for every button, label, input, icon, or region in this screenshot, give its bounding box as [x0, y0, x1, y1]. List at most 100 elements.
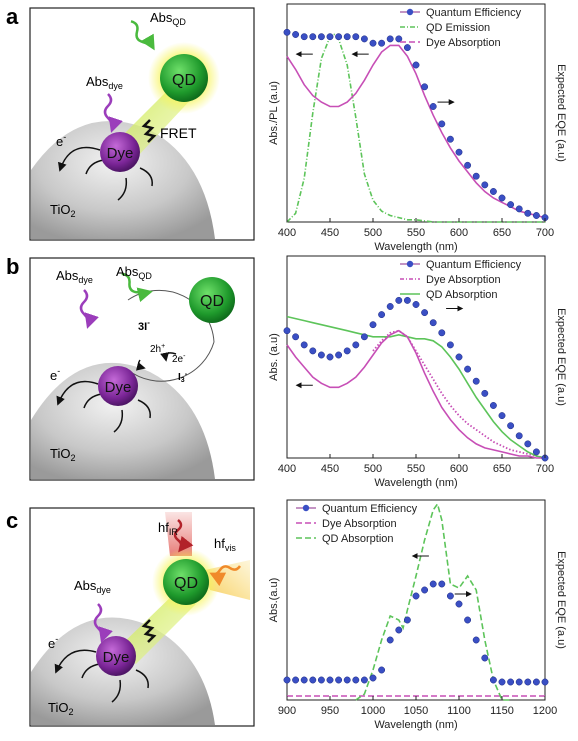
qe-point	[421, 309, 429, 317]
x-tick-label: 550	[407, 463, 425, 475]
qe-point	[378, 666, 386, 674]
qe-point	[403, 296, 411, 304]
qe-point	[395, 296, 403, 304]
qe-point	[541, 678, 549, 686]
qe-point	[309, 676, 317, 684]
tio2-label-c: TiO2	[48, 700, 73, 717]
qe-point	[429, 580, 437, 588]
dye-sphere-a	[100, 132, 140, 172]
hf-vis-label-c: hfvis	[214, 536, 236, 553]
qe-point	[343, 347, 351, 355]
x-axis-label: Wavelength (nm)	[374, 241, 457, 253]
legend-label: Dye Absorption	[426, 37, 501, 49]
qe-point	[369, 674, 377, 682]
x-tick-label: 700	[536, 227, 554, 239]
dye-leg-a1	[85, 159, 105, 175]
qe-point	[507, 678, 515, 686]
electron-arrow-c	[54, 649, 97, 674]
dye-label-a: Dye	[107, 145, 134, 162]
legend-swatch-dot	[406, 260, 414, 268]
x-tick-label: 600	[450, 227, 468, 239]
dye-leg-b2	[113, 409, 124, 433]
qe-point	[309, 347, 317, 355]
legend-swatch-dot	[302, 504, 310, 512]
qe-point	[446, 592, 454, 600]
triiodide-label-b: 3I-	[138, 318, 150, 333]
qe-point	[498, 194, 506, 202]
y-axis-label: Abs./PL (a.u)	[268, 81, 280, 145]
qe-point	[283, 327, 291, 335]
qe-point	[283, 676, 291, 684]
qe-point	[300, 676, 308, 684]
series-line-2	[355, 502, 511, 701]
x-tick-label: 600	[450, 463, 468, 475]
series-line-2	[286, 315, 546, 459]
x-tick-label: 900	[278, 705, 296, 717]
qe-point	[335, 33, 343, 41]
qe-point	[464, 616, 472, 624]
qe-point	[515, 432, 523, 440]
qe-point	[481, 654, 489, 662]
x-axis-label: Wavelength (nm)	[374, 477, 457, 489]
diagram-a: QD AbsQD Absdye Dye e- FRET TiO2	[31, 10, 220, 239]
qe-point	[507, 422, 515, 430]
redox-arc-bottom-b	[127, 341, 215, 382]
qe-point	[489, 676, 497, 684]
qe-point	[438, 580, 446, 588]
x-tick-label: 1150	[490, 705, 514, 717]
qd-sphere-c	[163, 559, 209, 605]
qe-point	[421, 83, 429, 91]
qe-point	[317, 351, 325, 359]
qd-sphere-a	[160, 54, 208, 102]
dye-leg-b3	[137, 399, 151, 419]
qd-sphere-b	[189, 277, 235, 323]
fret-squiggle-a	[141, 119, 157, 143]
qe-point	[403, 616, 411, 624]
x-tick-label: 1000	[361, 705, 385, 717]
chart-panel-c: 900 950 1000 1050 1100 1150 1200 Wavelength (nm…	[268, 499, 567, 731]
y2-axis-label: Expected EQE (a.u)	[555, 64, 567, 162]
qe-point	[498, 412, 506, 420]
y2-axis-label: Expected EQE (a.u)	[555, 308, 567, 406]
qe-point	[352, 676, 360, 684]
qe-point	[326, 676, 334, 684]
qe-point	[300, 341, 308, 349]
plot-frame	[286, 499, 546, 701]
qe-point	[283, 28, 291, 36]
plot-frame	[286, 3, 546, 223]
tio2-label-b: TiO2	[50, 446, 75, 463]
x-tick-label: 450	[321, 227, 339, 239]
qe-point	[335, 351, 343, 359]
qe-point	[429, 103, 437, 110]
qd-label-b: QD	[200, 293, 224, 310]
qe-point	[446, 341, 454, 349]
qe-point	[386, 636, 394, 644]
qe-point	[369, 321, 377, 329]
x-tick-label: 1100	[447, 705, 471, 717]
qe-point	[369, 39, 377, 47]
x-tick-label: 1050	[404, 705, 428, 717]
electron-label-a: e-	[56, 132, 66, 149]
qe-point	[352, 33, 360, 41]
legend-label: Quantum Efficiency	[322, 503, 418, 515]
abs-dye-label-b: Absdye	[56, 268, 93, 285]
dye-leg-c2	[111, 679, 122, 703]
qe-point	[335, 676, 343, 684]
x-tick-label: 550	[407, 227, 425, 239]
qe-point	[343, 676, 351, 684]
qe-point	[472, 636, 480, 644]
legend-swatch-dot	[406, 8, 414, 16]
x-tick-label: 500	[364, 463, 382, 475]
x-tick-label: 450	[321, 463, 339, 475]
abs-qd-arrow-b	[121, 272, 153, 303]
legend-label: Quantum Efficiency	[426, 259, 522, 271]
x-tick-label: 500	[364, 227, 382, 239]
dye-leg-c1	[81, 663, 101, 679]
hf-ir-arrow-c	[173, 519, 194, 553]
qe-point	[532, 212, 540, 219]
fret-label-a: FRET	[160, 125, 197, 141]
qe-point	[524, 440, 532, 448]
qe-point	[481, 389, 489, 397]
qe-point	[317, 676, 325, 684]
qe-point	[403, 44, 411, 52]
